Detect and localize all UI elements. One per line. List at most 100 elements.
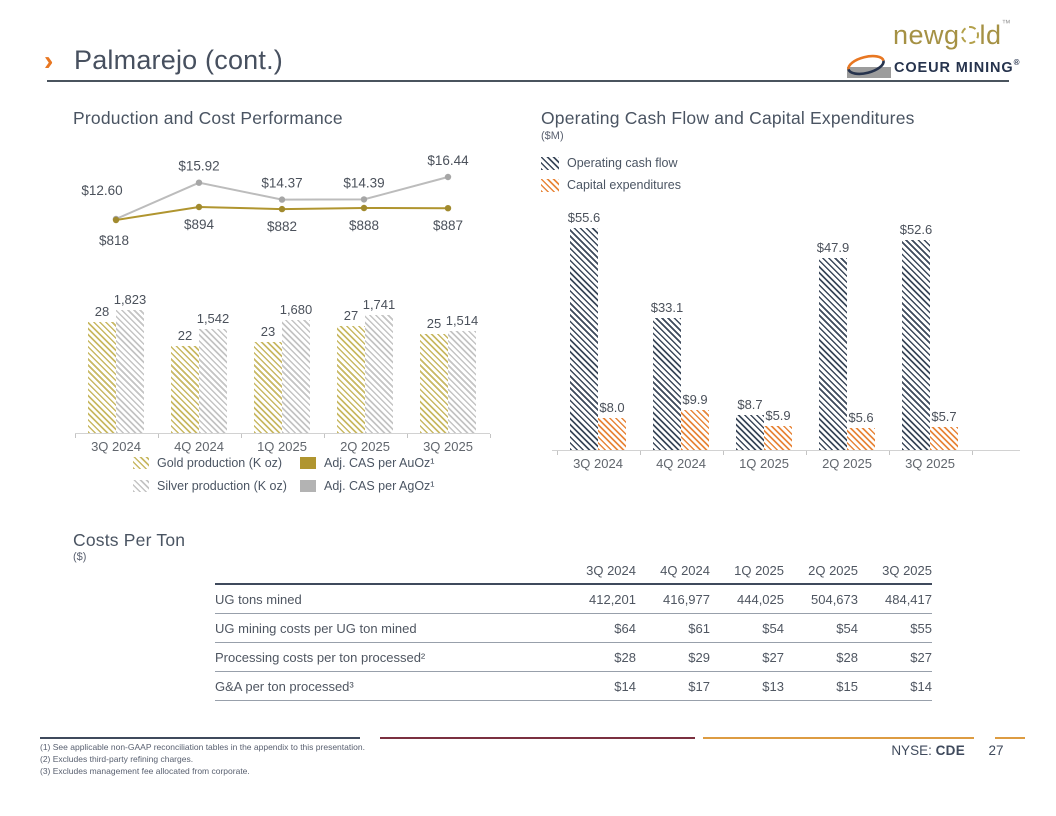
right-chart-title: Operating Cash Flow and Capital Expendit… <box>541 108 915 128</box>
cell-value: $55 <box>910 620 932 636</box>
x-axis-tick <box>889 451 890 455</box>
data-point-silver-cas <box>195 179 203 186</box>
cell-value: $54 <box>836 620 858 636</box>
footer-divider-orange-short <box>995 737 1025 739</box>
bar-silver-production <box>365 315 393 433</box>
bar-value-label: 1,542 <box>196 311 230 326</box>
bar-value-label: $33.1 <box>650 300 684 315</box>
cell-value: 504,673 <box>811 591 858 607</box>
cell-value: $28 <box>614 649 636 665</box>
bar-gold-production <box>88 322 116 433</box>
point-label-silver-cas: $15.92 <box>178 159 219 174</box>
point-label-silver-cas: $16.44 <box>427 153 469 168</box>
coeur-mining-logo: COEUR MINING® <box>894 58 1019 76</box>
row-label: UG mining costs per UG ton mined <box>215 620 417 636</box>
column-header: 2Q 2025 <box>808 563 858 578</box>
x-axis-tick <box>723 451 724 455</box>
legend-label: Silver production (K oz) <box>157 479 287 493</box>
cell-value: $13 <box>762 678 784 694</box>
cashflow-bar-chart: $55.6 $33.1 $8.7 $47.9 $52.6 $8.0 $9.9 $5.9 $5.6… <box>552 210 1020 471</box>
legend-item-gold-production: Gold production (K oz) <box>133 456 300 470</box>
bar-value-label: 1,823 <box>113 292 147 307</box>
orange-hatch-swatch-icon <box>541 178 559 192</box>
data-point-gold-cas <box>112 216 120 224</box>
cas-line-chart: $12.60 $15.92 $14.37 $14.39 $16.44 $818 $894 $8… <box>81 153 469 248</box>
bar-value-label: 25 <box>426 316 442 331</box>
x-axis-tick <box>806 451 807 455</box>
legend-item-silver-production: Silver production (K oz) <box>133 479 300 493</box>
coin-arc-orange <box>847 54 885 70</box>
cell-value: 444,025 <box>737 591 784 607</box>
bar-operating-cash-flow <box>570 228 598 450</box>
x-axis-label: 1Q 2025 <box>257 439 307 454</box>
cell-value: $29 <box>688 649 710 665</box>
x-axis-label: 4Q 2024 <box>656 456 706 471</box>
bar-capital-expenditures <box>930 427 958 450</box>
coeur-coin-icon <box>847 54 885 76</box>
x-axis-tick <box>158 434 159 438</box>
x-axis-label: 2Q 2025 <box>340 439 390 454</box>
x-axis-line <box>75 433 490 434</box>
bar-gold-production <box>420 334 448 433</box>
bar-value-label: 1,741 <box>362 297 396 312</box>
x-axis-label: 2Q 2025 <box>822 456 872 471</box>
column-header: 3Q 2025 <box>882 563 932 578</box>
bar-silver-production <box>116 310 144 433</box>
legend-item-cas-auoz: Adj. CAS per AuOz¹ <box>300 456 434 470</box>
bar-value-label: $8.0 <box>599 400 625 415</box>
data-point-silver-cas <box>444 173 452 181</box>
table-header-row: 3Q 2024 4Q 2024 1Q 2025 2Q 2025 3Q 2025 <box>215 558 932 585</box>
cell-value: 484,417 <box>885 591 932 607</box>
x-axis-tick <box>407 434 408 438</box>
cell-value: $28 <box>836 649 858 665</box>
right-chart-legend: Operating cash flow Capital expenditures <box>541 156 681 200</box>
x-axis-tick <box>490 434 491 438</box>
cell-value: $54 <box>762 620 784 636</box>
bar-silver-production <box>448 331 476 433</box>
bar-operating-cash-flow <box>902 240 930 450</box>
bar-value-label: $5.7 <box>931 409 957 424</box>
bar-value-label: $5.9 <box>765 408 791 423</box>
point-label-gold-cas: $888 <box>349 218 379 233</box>
point-label-gold-cas: $887 <box>433 218 463 233</box>
cell-value: $17 <box>688 678 710 694</box>
bar-capital-expenditures <box>598 418 626 450</box>
x-axis-tick <box>75 434 76 438</box>
x-axis-tick <box>557 451 558 455</box>
bar-value-label: 28 <box>94 304 110 319</box>
bar-capital-expenditures <box>681 410 709 450</box>
row-label: G&A per ton processed³ <box>215 678 354 694</box>
production-bar-chart: 28 22 23 27 25 1,823 1,542 1,680 1,741 1,514 3Q 20… <box>75 292 491 454</box>
bar-value-label: $8.7 <box>737 397 763 412</box>
footer-divider-orange <box>703 737 974 739</box>
table-row: UG mining costs per UG ton mined $64 $61 $5… <box>215 614 932 643</box>
x-axis-tick <box>324 434 325 438</box>
newgold-logo-text-left: newg <box>893 20 960 50</box>
page-number: 27 <box>988 743 1004 758</box>
coin-arc-navy <box>847 60 885 76</box>
x-axis-tick <box>640 451 641 455</box>
bar-capital-expenditures <box>847 428 875 450</box>
cell-value: $64 <box>614 620 636 636</box>
x-axis-label: 3Q 2025 <box>905 456 955 471</box>
x-axis-tick <box>241 434 242 438</box>
footnote-2: (2) Excludes third-party refining charge… <box>40 754 194 764</box>
left-chart-title: Production and Cost Performance <box>73 108 343 128</box>
cell-value: 412,201 <box>589 591 636 607</box>
bar-value-label: $55.6 <box>567 210 601 225</box>
legend-label: Capital expenditures <box>567 178 681 192</box>
newgold-logo: newg ld™ <box>893 18 1011 51</box>
costs-table-subtitle: ($) <box>73 551 87 563</box>
bar-operating-cash-flow <box>653 318 681 450</box>
bar-silver-production <box>199 329 227 433</box>
page-title: Palmarejo (cont.) <box>74 45 283 75</box>
x-axis-label: 3Q 2024 <box>573 456 623 471</box>
bar-value-label: 22 <box>177 328 193 343</box>
bar-gold-production <box>171 346 199 433</box>
cell-value: $15 <box>836 678 858 694</box>
data-point-gold-cas <box>444 205 452 212</box>
cell-value: $27 <box>910 649 932 665</box>
registered-symbol: ® <box>1013 58 1020 67</box>
footnote-1: (1) See applicable non-GAAP reconciliati… <box>40 742 365 752</box>
